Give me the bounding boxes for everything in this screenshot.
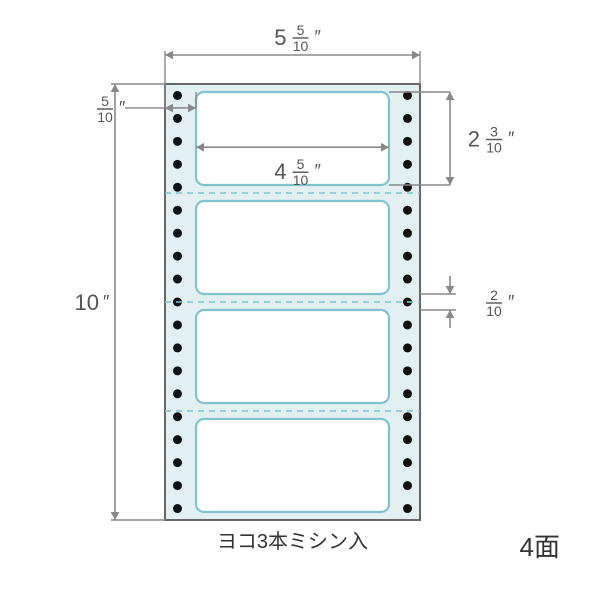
dim-outer-width-label: 5510″ <box>274 22 321 54</box>
tractor-hole <box>173 343 182 352</box>
svg-text:″: ″ <box>508 292 515 312</box>
svg-text:5: 5 <box>274 25 286 50</box>
svg-text:″: ″ <box>508 129 515 149</box>
die-cut-label <box>196 92 389 185</box>
tractor-hole <box>173 275 182 284</box>
tractor-hole <box>403 504 412 513</box>
svg-text:10: 10 <box>486 140 502 156</box>
tractor-hole <box>173 206 182 215</box>
tractor-hole <box>173 366 182 375</box>
svg-text:10: 10 <box>486 303 502 319</box>
tractor-hole <box>403 389 412 398</box>
tractor-hole <box>173 229 182 238</box>
tractor-hole <box>403 160 412 169</box>
tractor-hole <box>173 183 182 192</box>
svg-text:3: 3 <box>490 124 498 140</box>
die-cut-label <box>196 419 389 512</box>
tractor-hole <box>403 320 412 329</box>
die-cut-label <box>196 310 389 403</box>
tractor-hole <box>173 160 182 169</box>
tractor-hole <box>173 137 182 146</box>
die-cut-label <box>196 201 389 294</box>
tractor-hole <box>403 435 412 444</box>
svg-text:″: ″ <box>103 292 110 312</box>
tractor-hole <box>403 412 412 421</box>
tractor-hole <box>173 435 182 444</box>
svg-text:2: 2 <box>490 287 498 303</box>
tractor-hole <box>403 366 412 375</box>
perforation-note: ヨコ3本ミシン入 <box>217 530 368 553</box>
tractor-hole <box>403 206 412 215</box>
tractor-hole <box>173 481 182 490</box>
svg-text:″: ″ <box>315 27 322 47</box>
tractor-hole <box>173 114 182 123</box>
svg-text:5: 5 <box>101 93 109 109</box>
svg-text:2: 2 <box>468 127 480 152</box>
svg-text:10: 10 <box>97 109 113 125</box>
svg-text:″: ″ <box>315 161 322 181</box>
tractor-hole <box>173 320 182 329</box>
tractor-hole <box>173 252 182 261</box>
dim-label-height-label: 2310 ″ <box>468 124 515 156</box>
tractor-hole <box>403 275 412 284</box>
tractor-hole <box>403 252 412 261</box>
svg-text:4: 4 <box>274 159 286 184</box>
tractor-hole <box>403 481 412 490</box>
tractor-hole <box>173 458 182 467</box>
tractor-hole <box>173 504 182 513</box>
dim-left-margin-label: 510 ″ <box>97 93 126 125</box>
dim-outer-height-label: 10 <box>75 290 99 315</box>
dim-perf-gap-label: 210 ″ <box>486 287 515 319</box>
tractor-hole <box>403 229 412 238</box>
tractor-hole <box>403 183 412 192</box>
svg-text:5: 5 <box>297 156 305 172</box>
svg-text:″: ″ <box>119 98 126 118</box>
tractor-hole <box>173 389 182 398</box>
tractor-hole <box>403 137 412 146</box>
svg-text:10: 10 <box>293 172 309 188</box>
svg-text:5: 5 <box>297 22 305 38</box>
tractor-hole <box>403 343 412 352</box>
tractor-hole <box>173 412 182 421</box>
tractor-hole <box>403 458 412 467</box>
label-spec-diagram: 5510″4510″510″2310″210″10″ヨコ3本ミシン入4面 <box>0 0 600 600</box>
tractor-hole <box>403 114 412 123</box>
tractor-hole <box>173 91 182 100</box>
face-count: 4面 <box>520 532 560 562</box>
svg-text:10: 10 <box>293 38 309 54</box>
